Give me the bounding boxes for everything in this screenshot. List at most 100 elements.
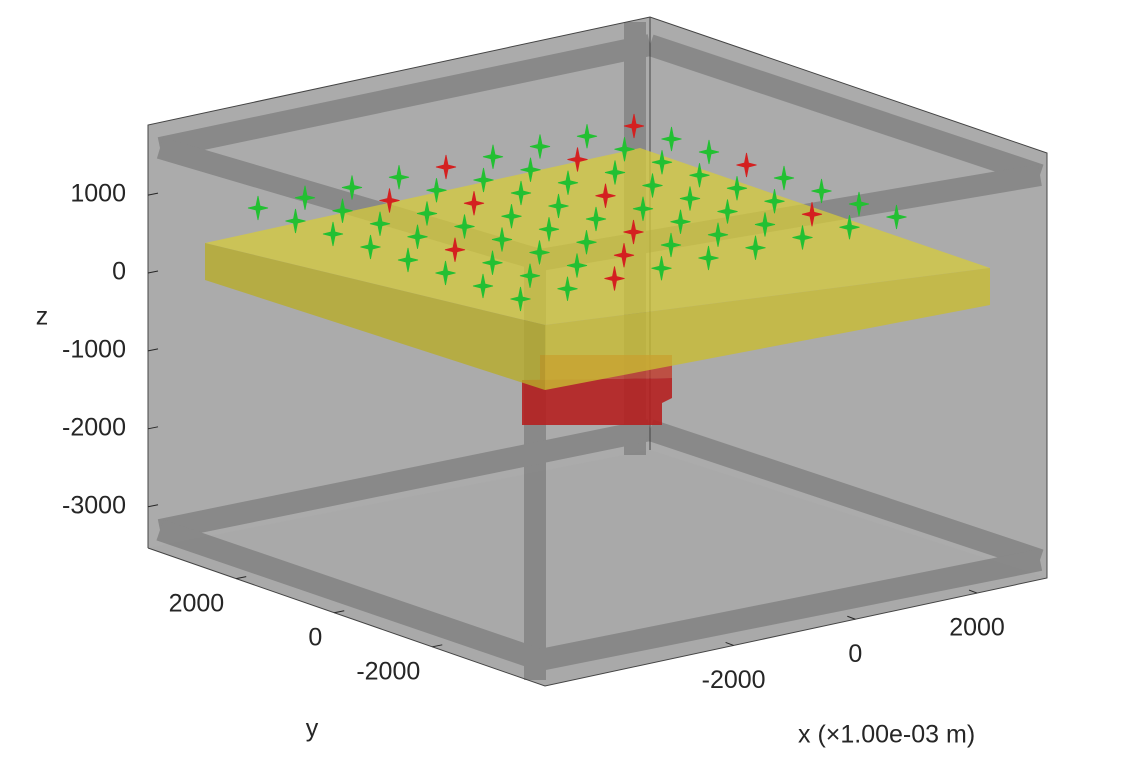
- markers: [247, 113, 907, 312]
- marker: [848, 191, 870, 217]
- marker: [538, 217, 560, 242]
- x-tick-label: -2000: [702, 666, 766, 694]
- marker: [322, 221, 344, 247]
- marker: [482, 144, 504, 169]
- marker: [698, 139, 720, 165]
- marker: [294, 185, 316, 210]
- z-tick: [147, 348, 159, 352]
- scene: [147, 16, 1048, 687]
- z-tick-label: -2000: [62, 413, 126, 441]
- marker: [745, 235, 766, 260]
- y-tick-label: -2000: [356, 657, 420, 685]
- marker: [369, 211, 391, 236]
- marker: [604, 266, 625, 291]
- marker: [801, 202, 823, 227]
- z-tick-label: 0: [112, 258, 126, 286]
- marker: [839, 215, 860, 240]
- block: [522, 378, 672, 425]
- z-tick-label: -1000: [62, 336, 126, 364]
- y-label: y: [306, 715, 319, 743]
- marker: [754, 212, 776, 237]
- marker: [576, 124, 598, 149]
- z-tick-label: 1000: [70, 180, 126, 208]
- marker: [435, 260, 456, 286]
- y-tick: [334, 610, 345, 614]
- marker: [360, 234, 381, 260]
- y-tick: [432, 644, 443, 648]
- marker: [670, 209, 691, 234]
- marker: [520, 157, 541, 182]
- x-label: x (×1.00e-03 m): [798, 721, 975, 749]
- marker: [651, 150, 673, 175]
- marker: [707, 222, 729, 247]
- marker: [557, 170, 579, 195]
- marker: [566, 253, 588, 278]
- marker: [285, 208, 306, 234]
- marker: [623, 219, 644, 245]
- marker: [764, 189, 785, 214]
- x-tick-label: 0: [848, 640, 862, 668]
- marker: [519, 263, 541, 288]
- y-tick: [236, 576, 247, 580]
- marker: [595, 183, 616, 208]
- marker: [632, 196, 654, 221]
- z-tick: [147, 192, 159, 196]
- marker: [651, 256, 672, 281]
- marker: [416, 201, 438, 226]
- slab-side: [205, 243, 545, 390]
- marker: [454, 214, 475, 239]
- marker: [472, 273, 494, 299]
- slab-side: [545, 268, 990, 390]
- marker: [407, 224, 428, 249]
- marker: [463, 191, 485, 216]
- marker: [341, 175, 363, 200]
- marker: [679, 186, 701, 211]
- marker: [661, 126, 682, 152]
- marker: [736, 152, 757, 178]
- y-tick-label: 2000: [169, 589, 225, 617]
- marker: [491, 227, 513, 252]
- marker: [247, 195, 269, 221]
- marker: [332, 198, 353, 223]
- marker: [473, 167, 494, 193]
- marker: [529, 240, 550, 265]
- marker: [529, 134, 551, 159]
- marker: [698, 245, 719, 271]
- marker: [510, 286, 531, 312]
- x-tick: [725, 641, 734, 646]
- marker: [501, 204, 522, 229]
- marker: [604, 160, 626, 185]
- marker: [567, 147, 588, 172]
- marker: [623, 113, 645, 139]
- z-tick: [147, 504, 159, 508]
- marker: [660, 232, 682, 258]
- marker: [576, 230, 597, 255]
- x-tick: [847, 615, 856, 620]
- marker: [388, 165, 410, 190]
- z-label: z: [36, 303, 49, 331]
- marker: [585, 206, 607, 232]
- marker: [886, 204, 907, 230]
- marker: [435, 154, 457, 180]
- marker: [726, 176, 748, 201]
- x-tick: [968, 589, 978, 594]
- marker: [717, 199, 738, 224]
- marker: [613, 243, 635, 268]
- marker: [548, 193, 569, 219]
- z-tick-label: -3000: [62, 491, 126, 519]
- marker: [444, 237, 466, 262]
- marker: [792, 225, 813, 250]
- marker: [689, 163, 710, 188]
- marker: [614, 137, 635, 162]
- z-tick: [147, 426, 159, 430]
- marker: [811, 178, 832, 204]
- marker: [397, 247, 419, 273]
- marker: [642, 173, 663, 198]
- y-tick-label: 0: [308, 623, 322, 651]
- marker: [510, 180, 532, 206]
- marker: [482, 250, 503, 275]
- marker: [426, 178, 447, 203]
- box-floor: [148, 450, 1047, 686]
- marker: [379, 188, 400, 213]
- x-tick-label: 2000: [949, 614, 1005, 642]
